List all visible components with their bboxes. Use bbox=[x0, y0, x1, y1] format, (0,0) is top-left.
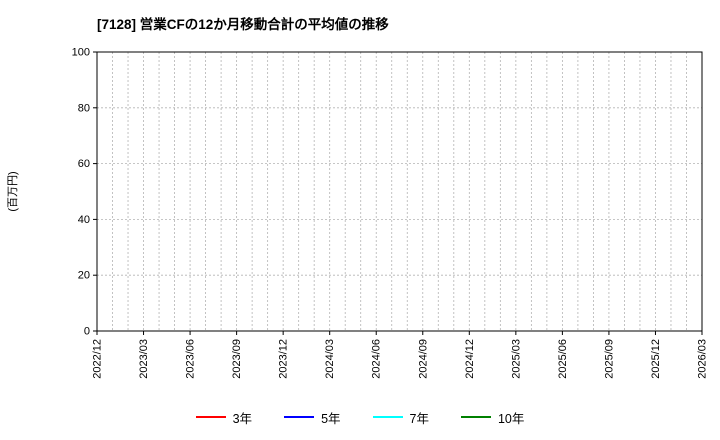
y-tick-label: 100 bbox=[72, 47, 90, 59]
legend-label: 10年 bbox=[497, 411, 525, 426]
x-tick-label: 2022/12 bbox=[92, 339, 104, 379]
legend-line-swatch bbox=[284, 416, 315, 418]
x-tick-label: 2024/09 bbox=[417, 339, 429, 379]
x-tick-label: 2023/12 bbox=[278, 339, 290, 379]
x-tick-label: 2025/06 bbox=[557, 339, 569, 379]
legend-line-swatch bbox=[195, 416, 226, 418]
chart-title: [7128] 営業CFの12か月移動合計の平均値の推移 bbox=[97, 17, 389, 32]
legend-item-1: 5年 bbox=[284, 408, 341, 427]
x-tick-label: 2023/09 bbox=[231, 339, 243, 379]
legend-line-swatch bbox=[460, 416, 491, 418]
x-tick-label: 2025/09 bbox=[603, 339, 615, 379]
y-tick-label: 80 bbox=[78, 102, 90, 114]
chart-legend: 3年 5年 7年 10年 bbox=[0, 405, 720, 429]
x-tick-label: 2024/03 bbox=[324, 339, 336, 379]
x-tick-label: 2023/03 bbox=[138, 339, 150, 379]
y-tick-label: 60 bbox=[78, 158, 90, 170]
x-tick-label: 2025/12 bbox=[650, 339, 662, 379]
y-tick-label: 20 bbox=[78, 270, 90, 282]
y-tick-label: 40 bbox=[78, 214, 90, 226]
x-tick-label: 2026/03 bbox=[697, 339, 709, 379]
legend-item-2: 7年 bbox=[372, 408, 429, 427]
legend-label: 3年 bbox=[232, 411, 253, 426]
plot-border bbox=[96, 51, 703, 332]
y-axis-label: (百万円) bbox=[7, 171, 19, 211]
x-tick-label: 2024/06 bbox=[371, 339, 383, 379]
legend-label: 5年 bbox=[321, 411, 341, 426]
legend-item-0: 3年 bbox=[195, 408, 253, 427]
legend-line-swatch bbox=[372, 416, 403, 418]
legend-item-3: 10年 bbox=[460, 408, 525, 427]
legend-label: 7年 bbox=[409, 411, 429, 426]
x-tick-label: 2023/06 bbox=[185, 339, 197, 379]
x-tick-label: 2024/12 bbox=[464, 339, 476, 379]
y-tick-label: 0 bbox=[84, 326, 90, 338]
x-tick-label: 2025/03 bbox=[510, 339, 522, 379]
